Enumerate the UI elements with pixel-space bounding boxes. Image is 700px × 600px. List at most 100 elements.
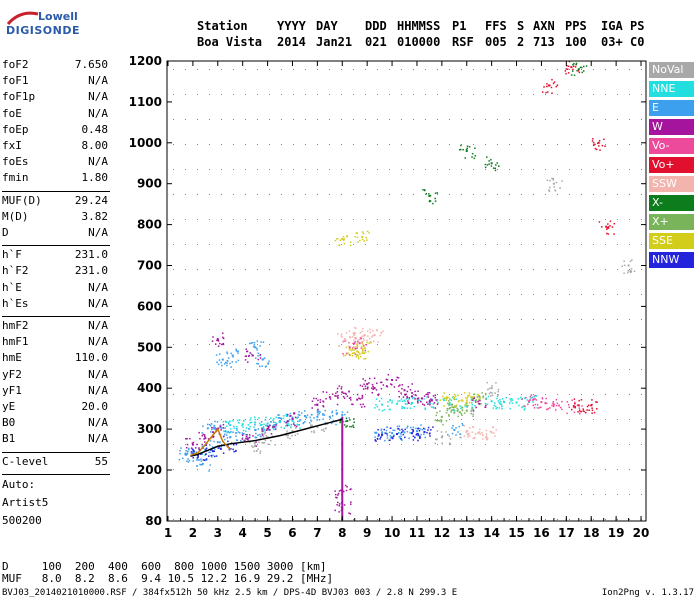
data-point bbox=[387, 405, 389, 407]
data-point bbox=[186, 437, 188, 440]
grid-dot bbox=[245, 494, 246, 495]
grid-dot bbox=[629, 69, 630, 70]
data-point bbox=[238, 432, 241, 434]
grid-dot bbox=[257, 319, 258, 320]
data-point bbox=[385, 385, 388, 387]
data-point bbox=[264, 439, 267, 442]
data-point bbox=[245, 348, 247, 351]
data-point bbox=[393, 434, 395, 436]
data-point bbox=[356, 344, 358, 346]
data-point bbox=[322, 401, 325, 403]
data-point bbox=[204, 437, 207, 440]
grid-dot bbox=[377, 219, 378, 220]
param-name: h`Es bbox=[2, 296, 29, 310]
data-point bbox=[212, 454, 214, 457]
data-point bbox=[226, 364, 228, 367]
grid-dot bbox=[497, 144, 498, 145]
data-point bbox=[467, 394, 469, 397]
grid-dot bbox=[617, 269, 618, 270]
data-point bbox=[363, 345, 365, 347]
data-point bbox=[310, 414, 313, 416]
data-point bbox=[179, 450, 181, 452]
header-value-8: 713 bbox=[533, 35, 555, 49]
chart-grid bbox=[173, 69, 642, 520]
data-point bbox=[403, 431, 406, 434]
grid-dot bbox=[581, 494, 582, 495]
grid-dot bbox=[389, 94, 390, 95]
grid-dot bbox=[185, 394, 186, 395]
data-point bbox=[451, 396, 454, 399]
data-point bbox=[233, 443, 235, 446]
data-point bbox=[254, 444, 257, 447]
grid-dot bbox=[197, 94, 198, 95]
grid-dot bbox=[629, 369, 630, 370]
data-point bbox=[219, 447, 222, 450]
grid-dot bbox=[185, 294, 186, 295]
data-point bbox=[356, 350, 359, 353]
data-point bbox=[380, 428, 383, 431]
data-point bbox=[548, 190, 551, 192]
grid-dot bbox=[509, 444, 510, 445]
data-point bbox=[497, 394, 499, 396]
data-point bbox=[205, 459, 208, 461]
data-point bbox=[267, 427, 270, 429]
grid-dot bbox=[521, 94, 522, 95]
grid-dot bbox=[305, 69, 306, 70]
x-tick-label: 1 bbox=[164, 526, 172, 540]
data-point bbox=[336, 412, 338, 414]
grid-dot bbox=[209, 169, 210, 170]
data-point bbox=[402, 433, 405, 436]
data-point bbox=[323, 430, 325, 433]
grid-dot bbox=[377, 519, 378, 520]
data-point bbox=[448, 404, 450, 407]
grid-dot bbox=[221, 394, 222, 395]
data-point bbox=[364, 349, 367, 352]
data-point bbox=[390, 437, 392, 439]
data-point bbox=[245, 435, 248, 438]
data-point bbox=[380, 332, 383, 334]
data-point bbox=[254, 357, 257, 359]
grid-dot bbox=[641, 369, 642, 370]
data-point bbox=[592, 144, 595, 147]
data-point bbox=[613, 222, 616, 225]
data-point bbox=[386, 385, 389, 388]
data-point bbox=[274, 444, 276, 446]
data-point bbox=[534, 398, 536, 400]
data-point bbox=[287, 436, 289, 439]
param-row: h`Es N/A bbox=[2, 297, 108, 313]
data-point bbox=[236, 419, 239, 422]
grid-dot bbox=[401, 519, 402, 520]
data-point bbox=[271, 425, 274, 427]
grid-dot bbox=[377, 119, 378, 120]
grid-dot bbox=[545, 119, 546, 120]
data-point bbox=[552, 82, 555, 85]
grid-dot bbox=[437, 444, 438, 445]
data-point bbox=[411, 428, 413, 431]
param-row: fxI 8.00 bbox=[2, 139, 108, 155]
grid-dot bbox=[365, 319, 366, 320]
data-point bbox=[279, 420, 282, 423]
data-point bbox=[485, 429, 488, 432]
data-point bbox=[354, 336, 356, 339]
data-point bbox=[345, 346, 348, 349]
data-point bbox=[245, 437, 247, 440]
data-point bbox=[202, 433, 205, 436]
grid-dot bbox=[485, 469, 486, 470]
param-value: N/A bbox=[88, 383, 108, 397]
data-point bbox=[357, 340, 359, 343]
data-point bbox=[262, 358, 265, 360]
grid-dot bbox=[581, 444, 582, 445]
grid-dot bbox=[185, 369, 186, 370]
data-point bbox=[316, 404, 319, 407]
data-point bbox=[407, 401, 410, 404]
data-point bbox=[427, 392, 429, 394]
grid-dot bbox=[449, 444, 450, 445]
data-point bbox=[403, 406, 405, 409]
data-point bbox=[430, 429, 432, 431]
data-point bbox=[633, 270, 636, 273]
footer-file-line: BVJ03_2014021010000.RSF / 384fx512h 50 k… bbox=[2, 588, 458, 598]
param-row: hmE 110.0 bbox=[2, 351, 108, 367]
data-point bbox=[363, 335, 366, 337]
param-value: N/A bbox=[88, 74, 108, 88]
grid-dot bbox=[341, 369, 342, 370]
